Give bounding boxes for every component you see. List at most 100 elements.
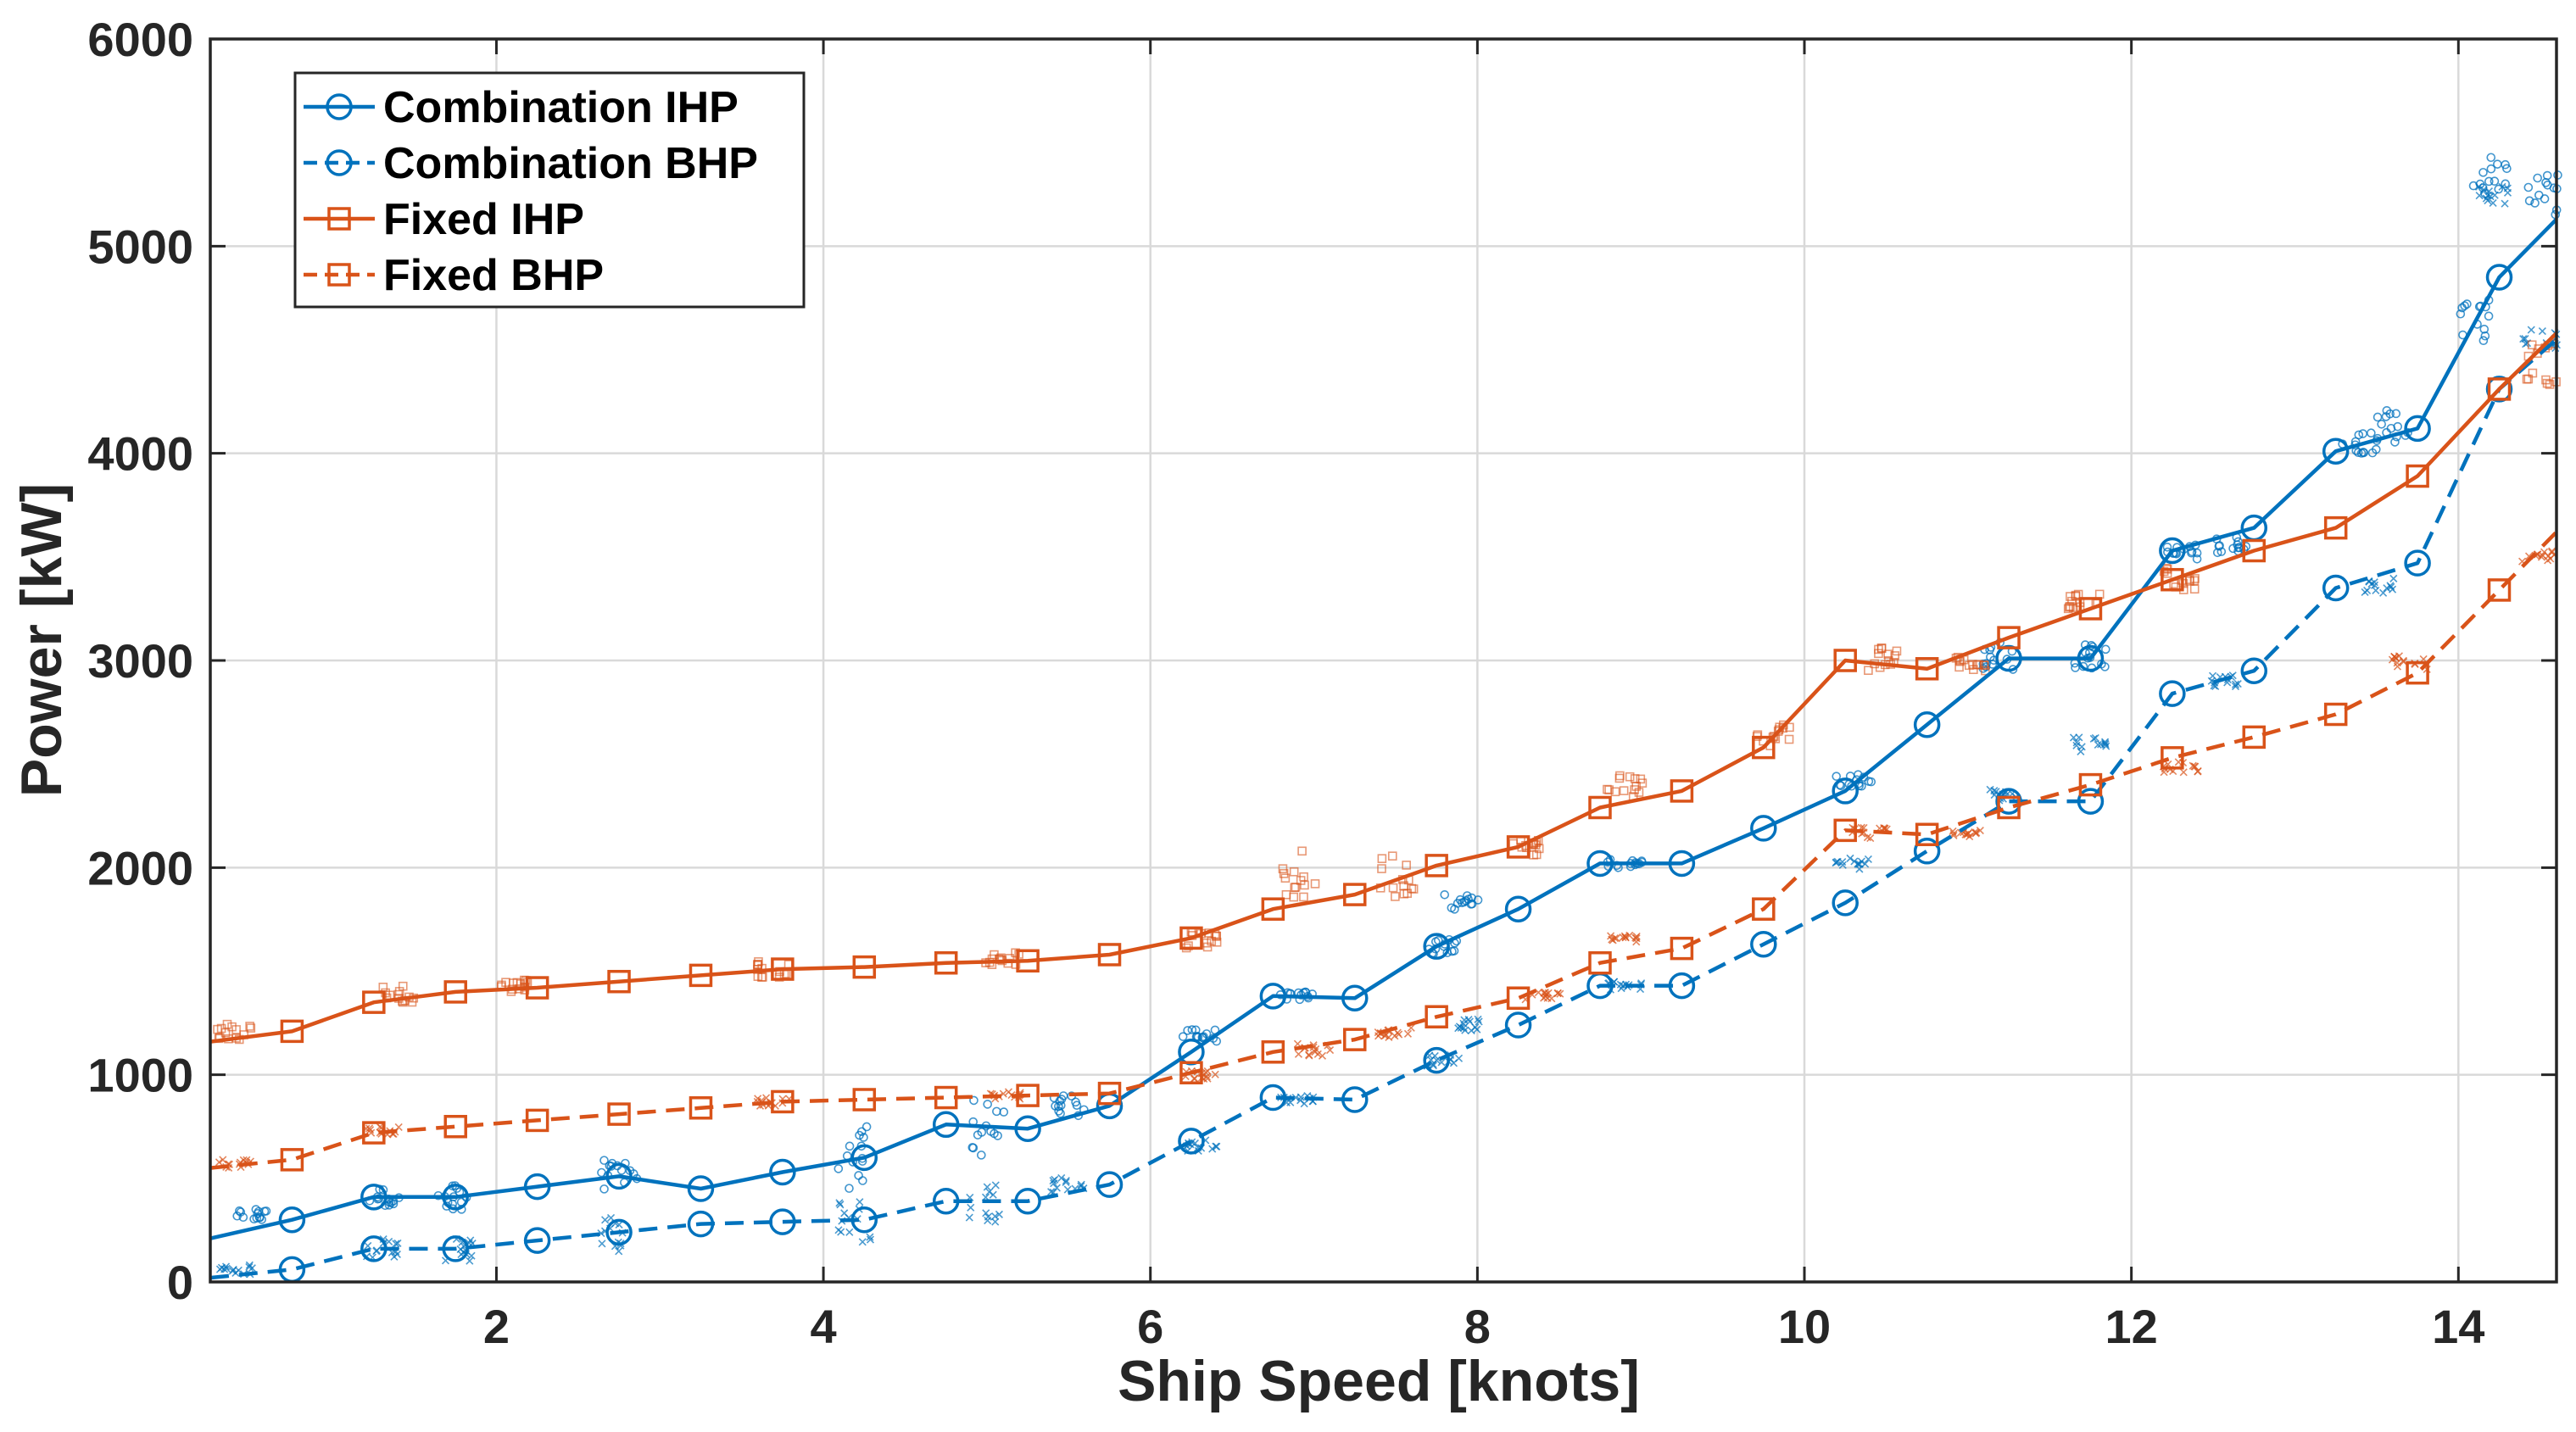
scatter-point	[2484, 176, 2494, 187]
scatter-point	[1949, 827, 1957, 835]
scatter-point	[1846, 854, 1854, 862]
scatter-point	[1969, 665, 1978, 675]
scatter-point	[991, 1217, 1000, 1226]
scatter-point	[372, 1246, 382, 1255]
scatter-point	[1281, 889, 1291, 900]
scatter-point	[1440, 889, 1450, 900]
scatter-point	[2501, 159, 2510, 170]
y-tick-label: 4000	[87, 427, 193, 481]
legend[interactable]: Combination IHP Combination BHP Fixed IHP F…	[293, 71, 806, 309]
series-marker	[1097, 1081, 1122, 1106]
legend-label: Combination IHP	[383, 83, 739, 132]
scatter-point	[1553, 989, 1562, 998]
scatter-point	[834, 1164, 844, 1173]
scatter-point	[2091, 733, 2099, 742]
scatter-point	[1632, 932, 1641, 941]
scatter-point	[1979, 660, 1989, 670]
scatter-point	[967, 1203, 975, 1212]
scatter-point	[2533, 173, 2542, 183]
scatter-point	[1077, 1180, 1085, 1189]
scatter-point	[245, 1261, 254, 1269]
scatter-point	[991, 1181, 1000, 1190]
scatter-point	[834, 1226, 843, 1234]
series-marker	[1750, 930, 1777, 958]
scatter-point	[1278, 864, 1288, 873]
scatter-point	[2162, 542, 2172, 552]
scatter-point	[2479, 186, 2488, 194]
scatter-point	[2231, 682, 2240, 691]
scatter-point	[1892, 646, 1902, 656]
series-marker	[687, 1175, 715, 1202]
series-marker	[2078, 597, 2103, 621]
scatter-point	[2231, 680, 2240, 688]
series-marker	[2404, 415, 2431, 443]
scatter-point	[2391, 654, 2400, 662]
scatter-point	[2530, 198, 2540, 208]
scatter-point	[1377, 854, 1387, 863]
scatter-point	[1297, 846, 1307, 856]
scatter-point	[220, 1265, 229, 1273]
scatter-point	[398, 981, 408, 991]
scatter-point	[1391, 892, 1400, 901]
scatter-point	[1447, 903, 1457, 913]
scatter-point	[1055, 1096, 1065, 1106]
scatter-point	[1986, 785, 1994, 794]
scatter-point	[1429, 1061, 1437, 1070]
scatter-point	[2399, 656, 2407, 665]
scatter-point	[992, 1106, 1001, 1117]
series-marker	[1833, 649, 1857, 672]
scatter-point	[2214, 541, 2224, 551]
scatter-point	[1850, 857, 1859, 866]
scatter-point	[2537, 553, 2546, 561]
scatter-point	[2490, 176, 2500, 187]
scatter-point	[1437, 1058, 1446, 1067]
scatter-point	[2486, 153, 2496, 163]
series-marker	[2404, 549, 2431, 577]
series-marker	[442, 1235, 469, 1262]
series-marker	[523, 1227, 551, 1254]
x-axis-label: Ship Speed [knots]	[1118, 1349, 1640, 1413]
series-marker	[769, 1158, 796, 1186]
scatter-point	[2540, 194, 2550, 203]
series-marker	[1670, 779, 1694, 803]
scatter-point	[1062, 1178, 1070, 1187]
scatter-point	[1399, 881, 1408, 890]
series-marker	[1341, 984, 1369, 1012]
series-marker	[1016, 949, 1040, 973]
scatter-point	[861, 1122, 872, 1132]
scatter-point	[251, 1205, 261, 1214]
series-marker	[1995, 644, 2022, 672]
scatter-point	[2475, 192, 2484, 200]
y-tick-label: 6000	[87, 13, 193, 66]
series-marker	[1832, 889, 1859, 917]
x-tick-label: 12	[2105, 1300, 2158, 1353]
scatter-point	[1290, 883, 1300, 893]
series-marker	[278, 1256, 306, 1284]
series-marker	[280, 1019, 304, 1044]
scatter-point	[854, 1171, 863, 1180]
scatter-point	[2498, 182, 2506, 191]
series-marker	[442, 1184, 469, 1211]
scatter-point	[246, 1023, 256, 1033]
series-marker	[1259, 1084, 1287, 1112]
series-marker	[1014, 1187, 1041, 1215]
scatter-point	[1056, 1108, 1065, 1118]
series-marker	[2242, 725, 2267, 749]
series-marker	[1016, 1084, 1040, 1107]
scatter-point	[2075, 733, 2083, 742]
scatter-point	[220, 1028, 231, 1038]
scatter-point	[1211, 1070, 1219, 1078]
legend-label: Fixed IHP	[383, 195, 584, 244]
scatter-point	[984, 1212, 992, 1221]
plot-area-frame	[209, 37, 2558, 1284]
scatter-point	[1874, 649, 1883, 659]
scatter-point	[2478, 168, 2488, 177]
scatter-point	[254, 1212, 265, 1223]
scatter-point	[1198, 1033, 1207, 1043]
scatter-point	[989, 1190, 997, 1199]
scatter-point	[845, 1141, 855, 1151]
series-marker	[443, 980, 467, 1004]
scatter-point	[1310, 879, 1320, 889]
scatter-point	[365, 1124, 374, 1133]
scatter-point	[238, 1212, 248, 1223]
